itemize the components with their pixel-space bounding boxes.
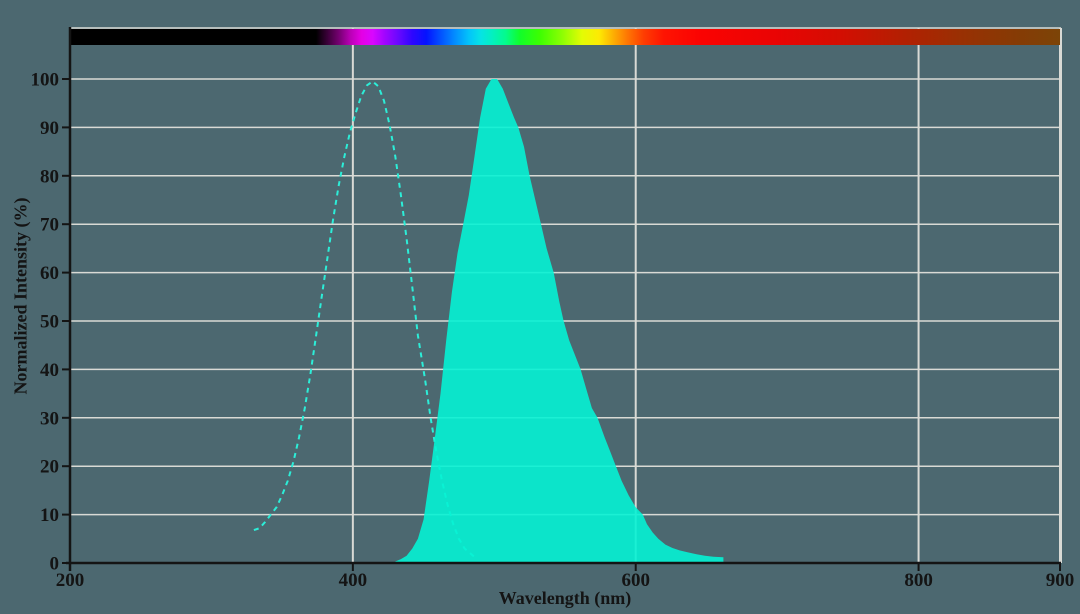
y-axis-title: Normalized Intensity (%) — [10, 197, 31, 395]
x-tick-label-400: 400 — [339, 570, 368, 591]
y-tick-label-90: 90 — [40, 118, 59, 139]
emission-spectrum-area — [395, 79, 724, 563]
y-tick-label-80: 80 — [40, 166, 59, 187]
x-tick-label-200: 200 — [56, 570, 85, 591]
y-tick-label-50: 50 — [40, 312, 59, 333]
y-tick-label-40: 40 — [40, 360, 59, 381]
y-tick-label-20: 20 — [40, 457, 59, 478]
x-tick-label-600: 600 — [621, 570, 650, 591]
x-tick-label-900: 900 — [1046, 570, 1075, 591]
y-tick-label-30: 30 — [40, 408, 59, 429]
y-tick-label-100: 100 — [31, 70, 60, 91]
y-tick-label-0: 0 — [50, 554, 60, 575]
y-tick-label-70: 70 — [40, 215, 59, 236]
y-tick-label-10: 10 — [40, 505, 59, 526]
y-tick-label-60: 60 — [40, 263, 59, 284]
wavelength-spectrum-bar — [70, 29, 1060, 45]
x-tick-label-800: 800 — [904, 570, 933, 591]
x-axis-title: Wavelength (nm) — [498, 588, 632, 608]
